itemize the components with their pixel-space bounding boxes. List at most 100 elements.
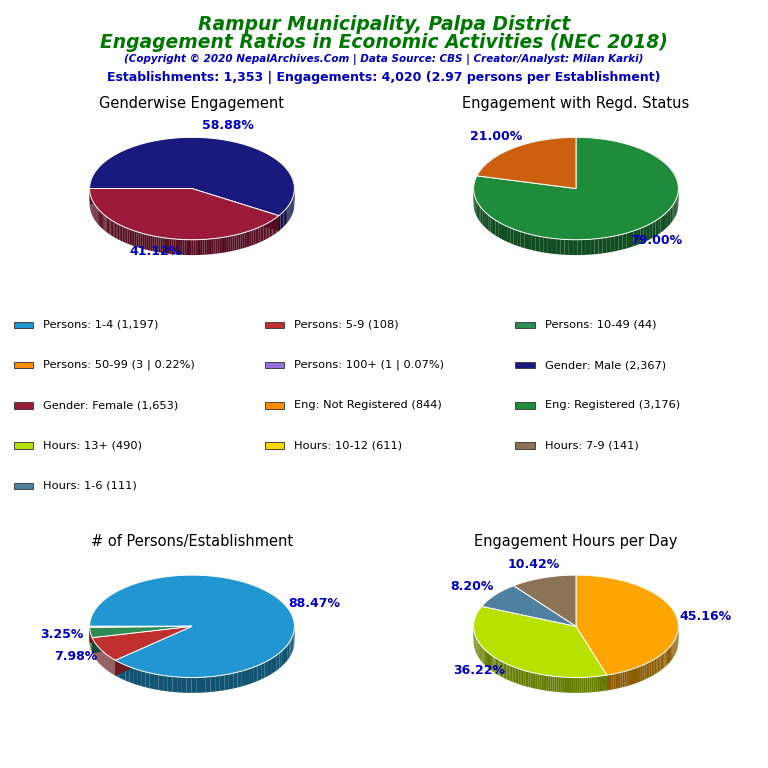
Polygon shape: [200, 240, 202, 255]
Polygon shape: [627, 232, 630, 249]
Polygon shape: [167, 676, 173, 692]
Title: Engagement with Regd. Status: Engagement with Regd. Status: [462, 96, 690, 111]
Polygon shape: [262, 225, 263, 241]
Polygon shape: [624, 670, 627, 687]
Text: 58.88%: 58.88%: [202, 119, 254, 132]
Text: 88.47%: 88.47%: [289, 597, 340, 610]
Polygon shape: [178, 240, 180, 255]
Polygon shape: [275, 217, 276, 233]
Polygon shape: [268, 222, 270, 238]
Polygon shape: [279, 214, 280, 231]
Polygon shape: [141, 233, 142, 249]
Text: Eng: Not Registered (844): Eng: Not Registered (844): [294, 400, 442, 410]
Polygon shape: [647, 663, 648, 679]
Polygon shape: [669, 208, 670, 225]
Polygon shape: [198, 240, 200, 255]
Bar: [14, 362, 33, 369]
Polygon shape: [224, 674, 229, 690]
Polygon shape: [515, 667, 517, 684]
Polygon shape: [653, 659, 654, 675]
Polygon shape: [182, 677, 187, 693]
Polygon shape: [504, 225, 507, 242]
Polygon shape: [532, 235, 536, 251]
Polygon shape: [116, 223, 118, 239]
Text: 36.22%: 36.22%: [453, 664, 505, 677]
Polygon shape: [585, 677, 588, 693]
Polygon shape: [103, 214, 104, 230]
Polygon shape: [194, 240, 196, 255]
Polygon shape: [124, 227, 126, 243]
Polygon shape: [216, 238, 217, 253]
Polygon shape: [177, 677, 182, 693]
Polygon shape: [483, 648, 485, 664]
Title: Engagement Hours per Day: Engagement Hours per Day: [475, 534, 677, 548]
Text: Hours: 7-9 (141): Hours: 7-9 (141): [545, 441, 639, 451]
Polygon shape: [209, 239, 211, 254]
Polygon shape: [119, 224, 121, 240]
Text: 3.25%: 3.25%: [40, 627, 84, 641]
Polygon shape: [202, 240, 204, 255]
Polygon shape: [211, 239, 214, 254]
Polygon shape: [192, 189, 279, 231]
Polygon shape: [634, 230, 637, 247]
Polygon shape: [284, 647, 286, 664]
Polygon shape: [633, 668, 635, 684]
Text: Persons: 5-9 (108): Persons: 5-9 (108): [294, 319, 399, 329]
Polygon shape: [115, 627, 192, 676]
Polygon shape: [274, 655, 276, 672]
Polygon shape: [619, 234, 623, 250]
Polygon shape: [100, 211, 101, 227]
Bar: [14, 402, 33, 409]
Polygon shape: [662, 653, 664, 670]
Polygon shape: [230, 236, 233, 251]
Polygon shape: [544, 237, 548, 253]
Polygon shape: [560, 677, 562, 693]
Polygon shape: [499, 660, 501, 677]
Polygon shape: [270, 221, 271, 237]
Polygon shape: [629, 670, 631, 686]
Text: Persons: 10-49 (44): Persons: 10-49 (44): [545, 319, 657, 329]
Polygon shape: [238, 233, 240, 250]
Polygon shape: [517, 668, 518, 684]
Polygon shape: [667, 649, 668, 665]
Polygon shape: [635, 667, 637, 684]
Polygon shape: [90, 627, 192, 637]
Polygon shape: [90, 627, 192, 643]
Polygon shape: [566, 677, 568, 693]
Polygon shape: [99, 210, 100, 227]
Polygon shape: [591, 677, 594, 692]
Polygon shape: [586, 240, 590, 255]
Polygon shape: [641, 665, 643, 681]
Polygon shape: [611, 674, 614, 690]
Polygon shape: [547, 675, 548, 691]
Polygon shape: [573, 240, 578, 255]
Polygon shape: [656, 657, 657, 674]
Polygon shape: [568, 677, 570, 693]
Polygon shape: [129, 229, 131, 245]
Text: Engagement Ratios in Economic Activities (NEC 2018): Engagement Ratios in Economic Activities…: [100, 33, 668, 52]
Polygon shape: [242, 233, 244, 249]
Polygon shape: [501, 223, 504, 240]
Polygon shape: [180, 240, 182, 255]
Polygon shape: [146, 234, 148, 250]
Polygon shape: [631, 669, 633, 685]
Polygon shape: [474, 606, 607, 677]
Polygon shape: [607, 675, 609, 690]
Polygon shape: [292, 635, 293, 653]
Polygon shape: [257, 664, 261, 681]
Polygon shape: [486, 650, 487, 667]
Polygon shape: [92, 627, 192, 660]
Polygon shape: [578, 240, 581, 255]
Text: Hours: 13+ (490): Hours: 13+ (490): [44, 441, 142, 451]
Polygon shape: [226, 237, 228, 252]
Polygon shape: [536, 236, 540, 252]
Polygon shape: [654, 658, 656, 674]
Polygon shape: [482, 209, 484, 227]
Polygon shape: [127, 228, 129, 244]
Polygon shape: [278, 216, 279, 232]
Polygon shape: [653, 221, 656, 238]
Polygon shape: [234, 235, 237, 250]
Polygon shape: [562, 677, 564, 693]
Polygon shape: [138, 232, 141, 248]
Polygon shape: [240, 233, 242, 249]
